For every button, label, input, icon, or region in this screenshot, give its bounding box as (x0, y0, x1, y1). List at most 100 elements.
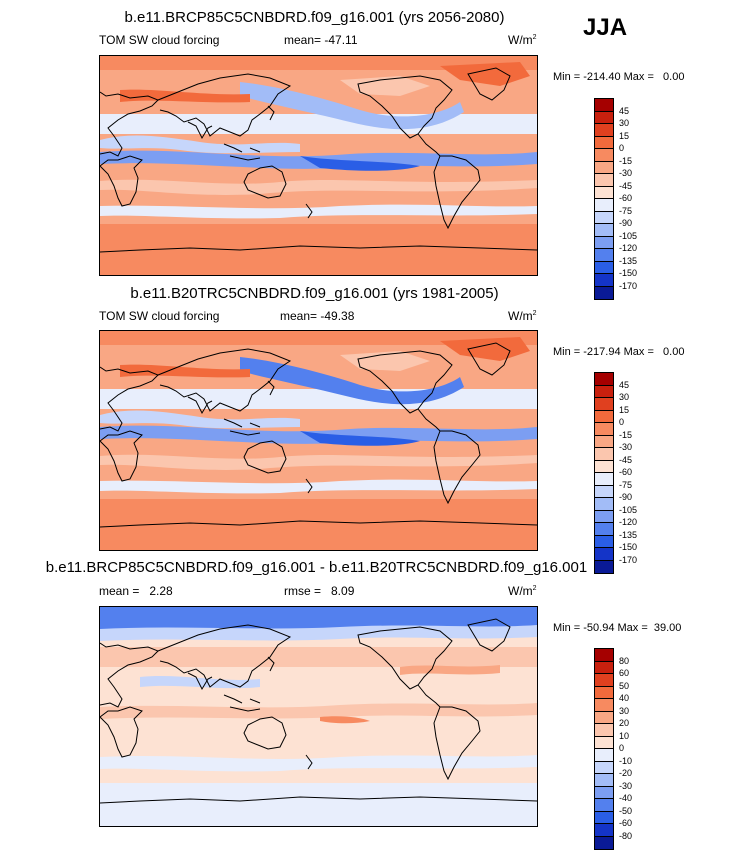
unit-label: W/m2 (508, 584, 537, 598)
field-band (100, 135, 300, 154)
coastline (467, 67, 511, 101)
coastline (433, 430, 481, 505)
colorbar-box (595, 99, 613, 112)
colorbar-box (595, 236, 613, 249)
mean-label: mean= -47.11 (284, 33, 358, 47)
field-band (240, 357, 464, 405)
coastline (243, 716, 287, 750)
coastline (243, 440, 287, 474)
colorbar-tick-label: 0 (619, 143, 625, 153)
colorbar-box (595, 473, 613, 486)
colorbar-box (595, 286, 613, 299)
colorbar-tick-label: -15 (619, 155, 633, 166)
mean-label: mean = 2.28 (99, 584, 173, 598)
colorbar-tick-label: 45 (619, 379, 630, 390)
colorbar-tick-label: 0 (619, 417, 625, 427)
colorbar-tick-label: -150 (619, 268, 638, 278)
colorbar-tick-label: 50 (619, 680, 630, 691)
coastline (223, 143, 261, 161)
field-band (440, 62, 530, 86)
colorbar-box (595, 111, 613, 124)
field-band (100, 114, 537, 134)
colorbar (594, 98, 614, 300)
coastline (305, 478, 313, 494)
colorbar-tick-label: 30 (619, 118, 630, 128)
colorbar-tick-label: -50 (619, 805, 633, 816)
colorbar-box (595, 448, 613, 461)
colorbar-box (595, 836, 613, 849)
colorbar-box (595, 174, 613, 187)
field-band (100, 389, 537, 409)
colorbar-box (595, 186, 613, 199)
colorbar-tick-label: -40 (619, 793, 633, 803)
colorbar-tick-label: 20 (619, 718, 630, 728)
field-band (100, 783, 537, 826)
coastline (267, 105, 275, 121)
colorbar-tick-label: 30 (619, 705, 630, 716)
colorbar-tick-label: 45 (619, 105, 630, 116)
colorbar (594, 372, 614, 574)
coastline (100, 430, 143, 482)
field-band (120, 89, 250, 103)
colorbar-box (595, 261, 613, 274)
coastline (267, 380, 275, 396)
colorbar-box (595, 149, 613, 162)
coastline (157, 73, 292, 137)
field-band (300, 431, 420, 446)
field-label: TOM SW cloud forcing (99, 309, 220, 323)
colorbar-box (595, 410, 613, 423)
coastline (187, 396, 213, 415)
colorbar-box (595, 761, 613, 774)
panel-title: b.e11.B20TRC5CNBDRD.f09_g16.001 (yrs 198… (130, 285, 499, 302)
colorbar-box (595, 211, 613, 224)
coastline (223, 418, 261, 436)
map-plot (99, 606, 538, 827)
field-band (100, 204, 537, 219)
colorbar-tick-label: -10 (619, 755, 633, 766)
colorbar-box (595, 686, 613, 699)
colorbar-box (595, 824, 613, 837)
colorbar-box (595, 711, 613, 724)
colorbar-box (595, 736, 613, 749)
unit-label: W/m2 (508, 309, 537, 323)
colorbar-tick-label: -30 (619, 168, 633, 178)
field-band (100, 331, 537, 345)
colorbar-box (595, 674, 613, 687)
field-band (320, 716, 370, 724)
field-band (300, 156, 420, 171)
coastline (100, 520, 537, 528)
season-label: JJA (583, 14, 628, 41)
field-band (140, 676, 260, 689)
colorbar-box (595, 224, 613, 237)
colorbar-tick-label: -170 (619, 280, 638, 291)
colorbar-box (595, 724, 613, 737)
colorbar-tick-label: -170 (619, 554, 638, 565)
coastline (433, 706, 481, 781)
coastline (100, 155, 143, 207)
colorbar-tick-label: -45 (619, 454, 633, 465)
map-plot (99, 330, 538, 551)
min-max-label: Min = -214.40 Max = 0.00 (553, 71, 685, 83)
colorbar-box (595, 498, 613, 511)
colorbar-box (595, 786, 613, 799)
colorbar-tick-label: 15 (619, 130, 630, 141)
coastline (467, 342, 511, 376)
colorbar-box (595, 274, 613, 287)
colorbar-box (595, 535, 613, 548)
field-band (100, 499, 537, 550)
coastline (223, 694, 261, 712)
colorbar-tick-label: -15 (619, 429, 633, 440)
colorbar-box (595, 699, 613, 712)
colorbar-box (595, 423, 613, 436)
coastline (100, 706, 143, 758)
colorbar-tick-label: -20 (619, 768, 633, 778)
field-band (340, 351, 430, 371)
colorbar-box (595, 510, 613, 523)
map-plot (99, 55, 538, 276)
coastline (100, 642, 159, 708)
colorbar-box (595, 199, 613, 212)
colorbar-tick-label: 0 (619, 743, 625, 753)
colorbar-tick-label: -90 (619, 492, 633, 502)
colorbar-tick-label: -105 (619, 504, 638, 515)
min-max-label: Min = -50.94 Max = 39.00 (553, 622, 682, 634)
